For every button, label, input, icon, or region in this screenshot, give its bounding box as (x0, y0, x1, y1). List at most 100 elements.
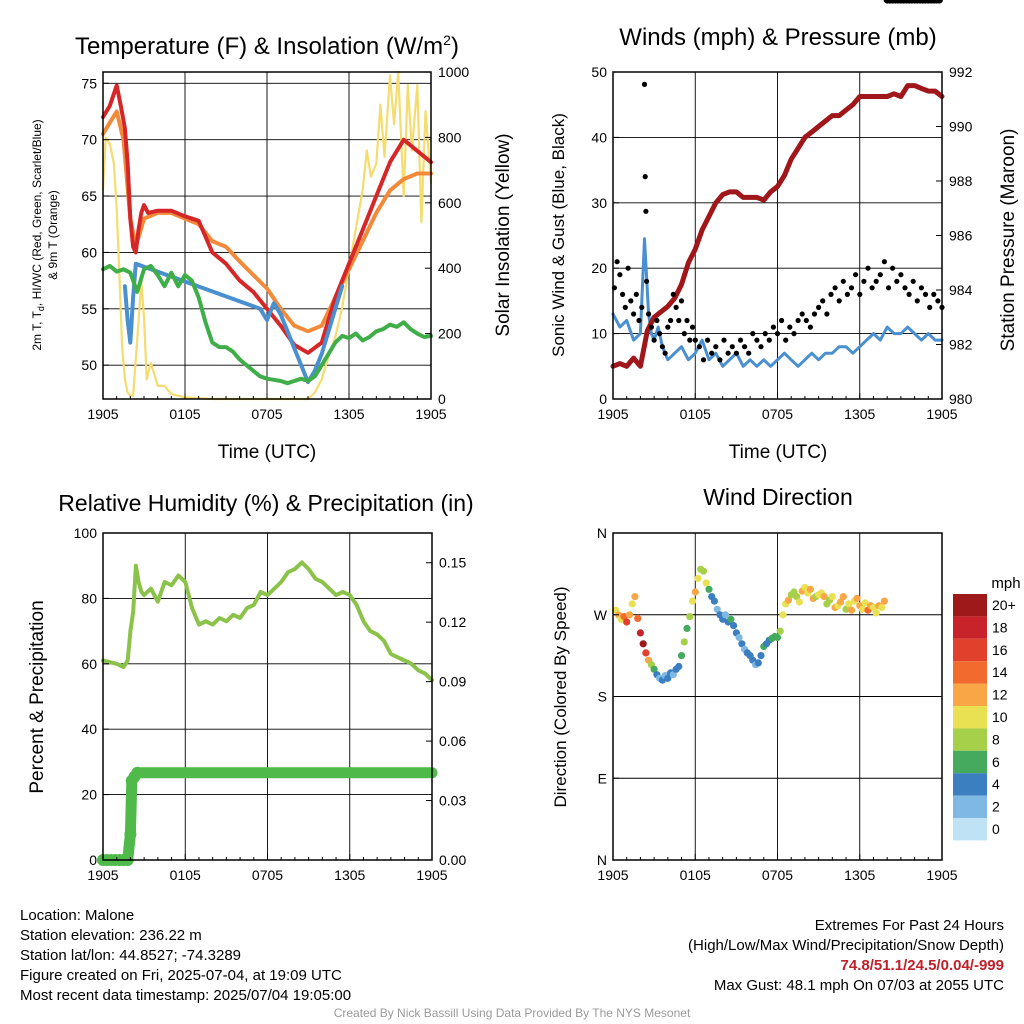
gust-point (807, 324, 814, 330)
gust-point (729, 344, 735, 350)
humidity-ticks: 1905 0105 0705 1305 19050204060801000.000.03… (74, 525, 467, 883)
rh-series-line (101, 560, 434, 683)
y-right-tick-label: 992 (949, 64, 973, 80)
gust-point (795, 317, 801, 324)
gust-point (700, 357, 707, 363)
gust-point (628, 298, 634, 304)
x-tick-label: 0705 (252, 867, 283, 883)
speed-legend-label: 2 (992, 799, 1000, 815)
extremes-info: Extremes For Past 24 Hours (High/Low/Max… (688, 916, 1004, 996)
temperature-ticks: 1905 0105 0705 1305 1905 50 55 60 65 70 75 0 200 400 6… (81, 64, 469, 422)
gust-point (816, 304, 822, 310)
direction-point (839, 593, 847, 601)
direction-point (727, 615, 735, 623)
gust-point (873, 278, 879, 284)
winds-xlabel: Time (UTC) (729, 442, 828, 463)
y-tick-label: 40 (591, 129, 607, 145)
gust-point (844, 291, 851, 297)
gust-point (922, 291, 929, 297)
precip-point (131, 766, 144, 779)
y-right-tick-label: 982 (949, 337, 973, 353)
x-tick-label: 1905 (597, 867, 628, 883)
direction-point (828, 593, 836, 601)
gust-point (657, 331, 663, 337)
precip-point (124, 828, 137, 841)
y-right-tick-label: 0.15 (439, 555, 466, 571)
x-tick-label: 0105 (170, 867, 201, 883)
x-tick-label: 0105 (680, 867, 711, 883)
gust-point (902, 285, 908, 291)
y-right-tick-label: 0.09 (439, 674, 466, 690)
gust-point (857, 291, 863, 297)
direction-point (872, 609, 880, 617)
gust-point (648, 324, 655, 330)
gust-point (840, 278, 846, 284)
direction-point (880, 597, 889, 605)
gust-point (758, 344, 764, 350)
y-right-tick-label: 988 (949, 173, 973, 189)
x-tick-label: 1305 (844, 867, 875, 883)
gust-point (689, 324, 696, 330)
direction-point (694, 574, 702, 583)
direction-point (793, 593, 801, 601)
gust-point (717, 357, 723, 363)
direction-point (664, 674, 672, 682)
direction-point (878, 603, 886, 612)
direction-point (837, 598, 845, 606)
gust-point (906, 291, 912, 297)
humidity-title: Relative Humidity (%) & Precipitation (i… (58, 490, 473, 516)
y-right-tick-label: 0.12 (439, 614, 466, 630)
direction-point (779, 611, 787, 619)
direction-point (847, 606, 856, 614)
direction-point (631, 593, 639, 601)
speed-legend-swatch (953, 773, 987, 796)
gust-point (684, 317, 690, 324)
y-tick-label: 10 (591, 326, 607, 342)
gust-point (639, 304, 645, 310)
speed-legend-swatch (953, 638, 987, 662)
y-tick-label: 70 (81, 132, 97, 148)
gust-point (673, 304, 679, 310)
gust-point (832, 285, 838, 291)
temperature-panel: Temperature (F) & Insolation (W/m2) 1905… (30, 32, 514, 463)
direction-panel: Wind Direction 1905 0105 0705 1305 1905NESWN… (551, 0, 1021, 883)
winds-gridlines (613, 72, 942, 399)
speed-legend-label: 8 (992, 731, 1000, 747)
windchill-series-line (122, 261, 345, 385)
gust-point (668, 317, 674, 324)
gust-point (848, 285, 855, 291)
gust-point (642, 174, 648, 180)
y-tick-label: 65 (81, 188, 97, 204)
gust-point (803, 317, 809, 324)
gust-point (754, 337, 760, 343)
gust-point (725, 350, 731, 356)
gust-point (742, 344, 748, 350)
pressure-ylabel: Station Pressure (Maroon) (998, 129, 1019, 352)
humidity-panel: Relative Humidity (%) & Precipitation (i… (27, 490, 474, 883)
humidity-gridlines (103, 533, 432, 860)
direction-point (686, 613, 694, 621)
gust-point (696, 344, 703, 350)
direction-point (853, 594, 861, 603)
winds-ticks: 1905 0105 0705 1305 190501020304050980982984… (591, 64, 972, 422)
gust-point (670, 291, 676, 297)
speed-legend-label: 18 (992, 619, 1008, 635)
y-right-tick-label: 600 (438, 195, 462, 211)
gust-point (931, 291, 937, 297)
y-tick-label: N (597, 525, 607, 541)
gust-point (643, 208, 649, 214)
gust-point (636, 317, 642, 324)
figure-created: Figure created on Fri, 2025-07-04, at 19… (20, 967, 342, 984)
gust-point (898, 272, 904, 278)
x-tick-label: 1905 (926, 867, 957, 883)
direction-point (639, 640, 647, 648)
direction-point (699, 567, 708, 575)
x-tick-label: 0105 (169, 406, 200, 422)
direction-point (628, 600, 636, 608)
direction-point (757, 652, 765, 660)
dewpoint-series-line (101, 263, 433, 386)
gust-point (799, 311, 805, 317)
direction-point (730, 622, 738, 630)
direction-point (738, 640, 746, 648)
